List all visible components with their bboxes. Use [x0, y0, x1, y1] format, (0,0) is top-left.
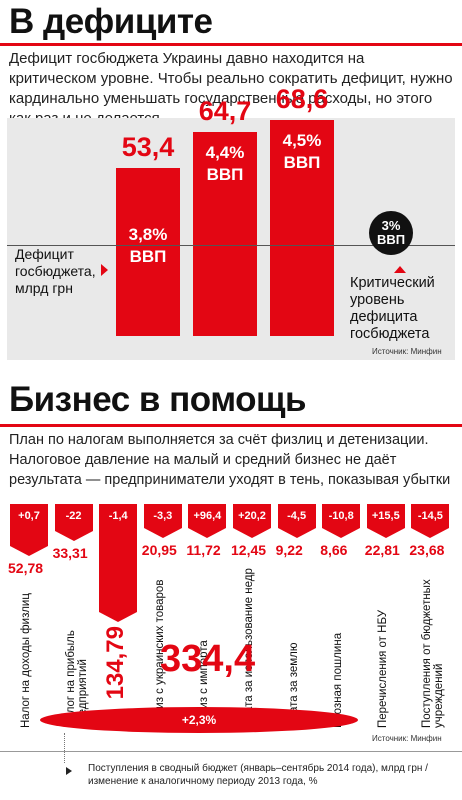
- revenue-bar: [322, 504, 361, 528]
- revenue-value-label: 8,66: [320, 542, 348, 558]
- revenue-bar-tip: [411, 528, 450, 538]
- revenue-change-label: +20,2: [238, 510, 266, 522]
- revenue-change-label: +15,5: [371, 510, 400, 522]
- revenue-bar: [188, 504, 227, 528]
- revenue-change-label: -14,5: [417, 510, 443, 522]
- revenue-category-label: Перечисления от НБУ: [376, 609, 389, 728]
- section2-lead: План по налогам выполняется за счёт физл…: [9, 432, 451, 488]
- side-label-arrow-icon: [101, 264, 108, 276]
- revenue-bar-tip: [366, 528, 405, 538]
- revenue-bar: [366, 504, 405, 528]
- section2-source: Источник: Минфин: [372, 734, 442, 743]
- revenue-change-label: +0,7: [18, 510, 40, 522]
- revenue-bar: [143, 504, 182, 528]
- revenue-bar-tip: [10, 546, 48, 556]
- deficit-share-label: 3,8% ВВП: [128, 225, 168, 266]
- revenue-bar-tip: [322, 528, 361, 538]
- revenue-bar-tip: [99, 612, 138, 622]
- revenue-bar: [411, 504, 450, 528]
- total-value-label: 334,4: [160, 638, 256, 680]
- revenue-bar: [54, 504, 93, 531]
- deficit-value-label: 64,7: [198, 96, 252, 126]
- revenue-category-label: Налог на прибыль предприятий: [64, 630, 89, 728]
- revenue-bar-tip: [277, 528, 316, 538]
- revenue-change-label: -1,4: [108, 510, 128, 522]
- revenue-bar: [233, 504, 271, 528]
- deficit-share-label: 4,4% ВВП: [205, 143, 245, 184]
- deficit-bar: [270, 120, 334, 336]
- revenue-value-label: 22,81: [364, 542, 400, 558]
- deficit-value-label: 68,6: [275, 84, 329, 114]
- footnote-pointer-line: [64, 733, 65, 763]
- revenue-value-label: 12,45: [231, 542, 267, 558]
- revenue-bar: [277, 504, 316, 528]
- revenue-category-label: Плата за землю: [287, 642, 300, 729]
- section2-title: Бизнес в помощь: [9, 380, 307, 419]
- revenue-value-label: 134,79: [102, 626, 130, 700]
- revenue-change-label: -3,3: [153, 510, 173, 522]
- section1-source: Источник: Минфин: [372, 347, 442, 356]
- revenue-value-label: 52,78: [8, 560, 44, 576]
- section2-rule: [0, 424, 462, 427]
- revenue-value-label: 11,72: [186, 542, 221, 558]
- revenue-bar: [10, 504, 48, 546]
- revenue-category-label: Ввозная пошлина: [332, 632, 345, 728]
- revenue-bar-tip: [54, 531, 93, 541]
- deficit-value-label: 53,4: [121, 132, 175, 162]
- deficit-bar: [116, 168, 180, 336]
- critical-level-line: [7, 245, 455, 246]
- section1-title: В дефиците: [9, 2, 213, 41]
- revenue-change-label: -4,5: [287, 510, 307, 522]
- revenue-change-label: -10,8: [328, 510, 354, 522]
- section1-rule: [0, 43, 462, 46]
- critical-arrow-icon: [394, 266, 406, 273]
- revenue-bar-tip: [233, 528, 271, 538]
- revenue-change-label: +96,4: [193, 510, 222, 522]
- critical-label: Критический уровень дефицита госбюджета: [350, 275, 435, 342]
- revenue-bar: [99, 504, 138, 612]
- revenue-category-label: Поступления от бюджетных учреждений: [421, 579, 446, 728]
- deficit-share-label: 4,5% ВВП: [282, 131, 322, 172]
- footnote-divider: [0, 751, 462, 752]
- revenue-bar-tip: [143, 528, 182, 538]
- revenue-value-label: 9,22: [275, 542, 303, 558]
- total-change-ellipse: +2,3%: [40, 707, 358, 733]
- deficit-bar: [193, 132, 257, 336]
- deficit-side-label: Дефицит госбюджета, млрд грн: [15, 246, 96, 296]
- revenue-category-label: Налог на доходы физлиц: [20, 593, 32, 728]
- section2-footnote: Поступления в сводный бюджет (январь–сен…: [88, 763, 428, 787]
- footnote-pointer-icon: [66, 767, 72, 775]
- revenue-value-label: 33,31: [52, 545, 88, 561]
- critical-level-badge: 3% ВВП: [369, 211, 413, 255]
- revenue-value-label: 20,95: [141, 542, 177, 558]
- revenue-value-label: 23,68: [409, 542, 445, 558]
- revenue-change-label: -22: [65, 510, 82, 522]
- revenue-bar-tip: [188, 528, 227, 538]
